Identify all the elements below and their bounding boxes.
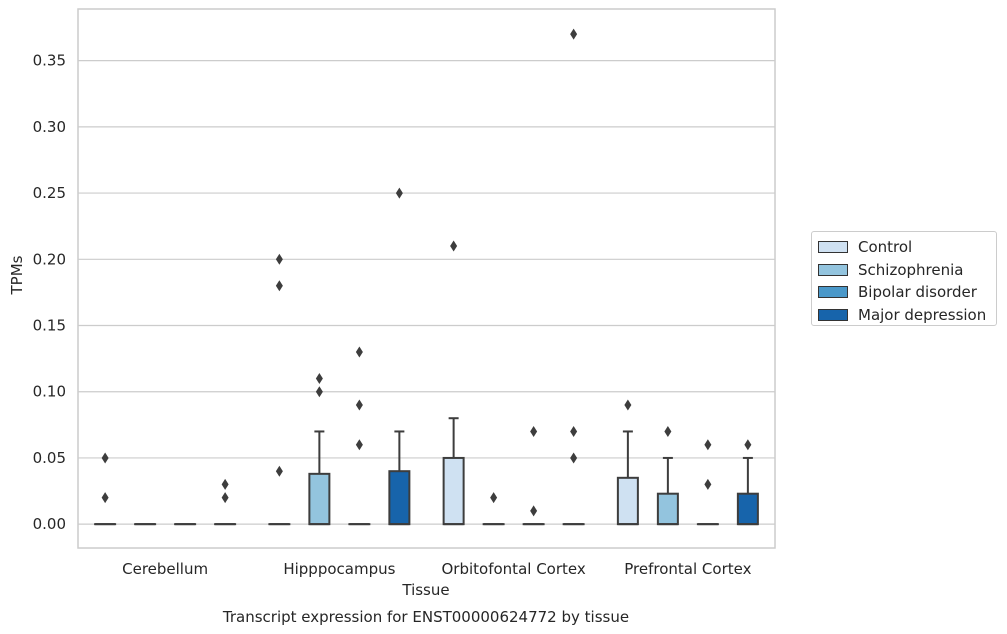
legend: Control Schizophrenia Bipolar disorder Majo… xyxy=(811,231,997,326)
box xyxy=(388,470,411,526)
outlier-point xyxy=(355,399,363,411)
outlier-point xyxy=(624,399,632,411)
legend-item: Bipolar disorder xyxy=(818,281,996,304)
box xyxy=(656,492,679,526)
y-tick-label: 0.30 xyxy=(33,118,66,136)
plot-area-frame xyxy=(77,8,776,549)
outlier-point xyxy=(704,478,712,490)
box xyxy=(616,476,639,526)
outlier-point xyxy=(101,452,109,464)
legend-label: Schizophrenia xyxy=(858,260,964,279)
outlier-point xyxy=(704,439,712,451)
y-tick-label: 0.20 xyxy=(33,250,66,268)
box xyxy=(736,492,759,526)
outlier-point xyxy=(570,28,578,40)
outlier-point xyxy=(450,240,458,252)
outlier-point xyxy=(355,439,363,451)
outlier-point xyxy=(395,187,403,199)
legend-item: Control xyxy=(818,236,996,259)
legend-label: Bipolar disorder xyxy=(858,283,977,302)
x-tick-label: Hipppocampus xyxy=(283,560,395,578)
outlier-point xyxy=(315,386,323,398)
outlier-point xyxy=(570,425,578,437)
legend-item: Schizophrenia xyxy=(818,259,996,282)
y-tick-label: 0.10 xyxy=(33,383,66,401)
outlier-point xyxy=(744,439,752,451)
outlier-point xyxy=(570,452,578,464)
legend-swatch xyxy=(818,308,848,321)
outlier-point xyxy=(355,346,363,358)
outlier-point xyxy=(221,492,229,504)
outlier-point xyxy=(490,492,498,504)
box-series-group xyxy=(94,28,759,526)
outlier-point xyxy=(275,253,283,265)
outlier-point xyxy=(275,465,283,477)
y-axis-label: TPMs xyxy=(8,255,26,295)
legend-swatch xyxy=(818,263,848,276)
box xyxy=(442,456,465,526)
legend-swatch xyxy=(818,241,848,254)
chart-title: Transcript expression for ENST0000062477… xyxy=(222,608,629,626)
outlier-point xyxy=(275,280,283,292)
x-tick-label: Cerebellum xyxy=(122,560,208,578)
outlier-point xyxy=(315,372,323,384)
y-axis-ticks: 0.00 0.05 0.10 0.15 0.20 0.25 0.30 0.35 xyxy=(33,52,66,534)
outlier-point xyxy=(530,505,538,517)
outlier-point xyxy=(101,492,109,504)
box xyxy=(308,472,331,526)
y-tick-label: 0.15 xyxy=(33,317,66,335)
legend-item: Major depression xyxy=(818,304,996,327)
outlier-point xyxy=(664,425,672,437)
y-tick-label: 0.00 xyxy=(33,515,66,533)
outlier-point xyxy=(530,425,538,437)
legend-swatch xyxy=(818,286,848,299)
x-axis-ticks: Cerebellum Hipppocampus Orbitofontal Corte… xyxy=(122,560,751,578)
legend-label: Control xyxy=(858,238,913,257)
x-tick-label: Orbitofontal Cortex xyxy=(442,560,586,578)
x-tick-label: Prefrontal Cortex xyxy=(624,560,751,578)
y-tick-label: 0.05 xyxy=(33,449,66,467)
grid-lines xyxy=(78,60,775,525)
legend-label: Major depression xyxy=(858,305,987,324)
x-axis-label: Tissue xyxy=(401,581,449,599)
outlier-point xyxy=(221,478,229,490)
y-tick-label: 0.35 xyxy=(33,52,66,70)
y-tick-label: 0.25 xyxy=(33,184,66,202)
